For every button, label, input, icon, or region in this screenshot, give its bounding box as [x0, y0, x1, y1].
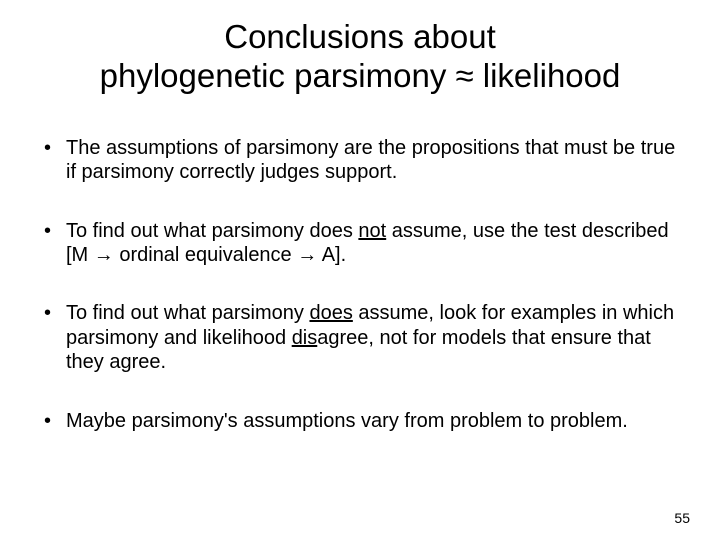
slide-title: Conclusions about phylogenetic parsimony… — [38, 18, 682, 96]
arrow-icon: → — [297, 244, 317, 266]
bullet-text-mid2: ordinal equivalence — [114, 244, 297, 266]
bullet-item-1: The assumptions of parsimony are the pro… — [38, 136, 682, 185]
bullet-text: The assumptions of parsimony are the pro… — [66, 137, 675, 183]
bullet-item-3: To find out what parsimony does assume, … — [38, 301, 682, 374]
bullet-text: Maybe parsimony's assumptions vary from … — [66, 410, 628, 432]
underline-dis: dis — [292, 327, 318, 349]
underline-does: does — [309, 302, 352, 324]
bullet-text-pre: To find out what parsimony does — [66, 220, 358, 242]
slide-container: Conclusions about phylogenetic parsimony… — [0, 0, 720, 540]
page-number: 55 — [674, 510, 690, 526]
bullet-text-pre: To find out what parsimony — [66, 302, 309, 324]
bullet-text-post: A]. — [317, 244, 346, 266]
title-line-2: phylogenetic parsimony ≈ likelihood — [100, 57, 621, 94]
bullet-item-2: To find out what parsimony does not assu… — [38, 219, 682, 268]
bullet-list: The assumptions of parsimony are the pro… — [38, 136, 682, 433]
title-line-1: Conclusions about — [224, 18, 496, 55]
underline-not: not — [358, 220, 386, 242]
arrow-icon: → — [94, 244, 114, 266]
bullet-item-4: Maybe parsimony's assumptions vary from … — [38, 409, 682, 433]
